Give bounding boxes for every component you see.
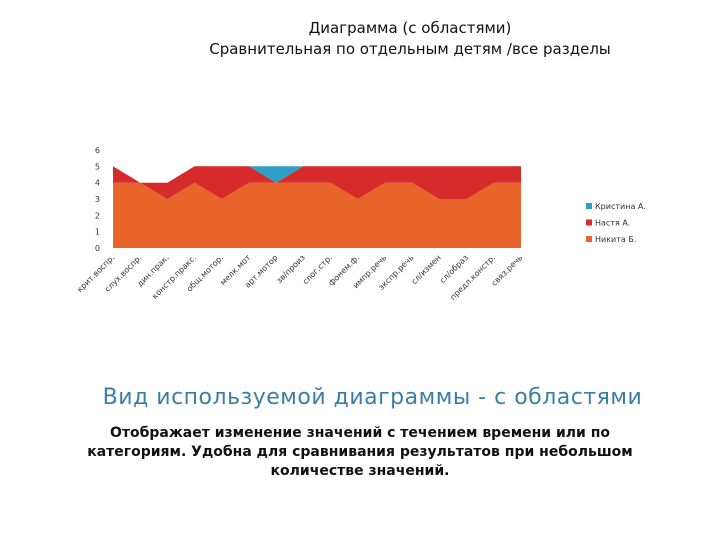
y-tick-label: 3	[95, 195, 100, 204]
chart-title: Диаграмма (с областями)	[308, 19, 512, 37]
y-tick-label: 2	[95, 211, 100, 220]
slide-description: Отображает изменение значений с течением…	[87, 425, 633, 479]
chart-title-block: Диаграмма (с областями) Сравнительная по…	[170, 18, 650, 60]
legend-label: Никита Б.	[595, 235, 636, 244]
y-tick-label: 0	[95, 244, 100, 253]
legend-swatch	[586, 203, 592, 209]
y-tick-label: 6	[95, 146, 100, 155]
legend-label: Настя А.	[595, 219, 630, 228]
y-tick-label: 1	[95, 228, 100, 237]
chart-subtitle: Сравнительная по отдельным детям /все ра…	[209, 40, 611, 58]
legend-swatch	[586, 219, 592, 226]
legend-label: Кристина А.	[595, 202, 646, 211]
area-chart: 0123456крит.воспр.слух.воспр.дин.прак.ко…	[75, 146, 646, 302]
legend-swatch	[586, 236, 592, 242]
area-series-2	[113, 166, 521, 199]
y-tick-label: 5	[95, 162, 100, 171]
x-tick-label: сл/измен	[410, 253, 443, 286]
area-series-1	[113, 182, 521, 248]
slide-heading: Вид используемой диаграммы - с областями	[102, 385, 643, 410]
y-tick-label: 4	[95, 179, 100, 188]
